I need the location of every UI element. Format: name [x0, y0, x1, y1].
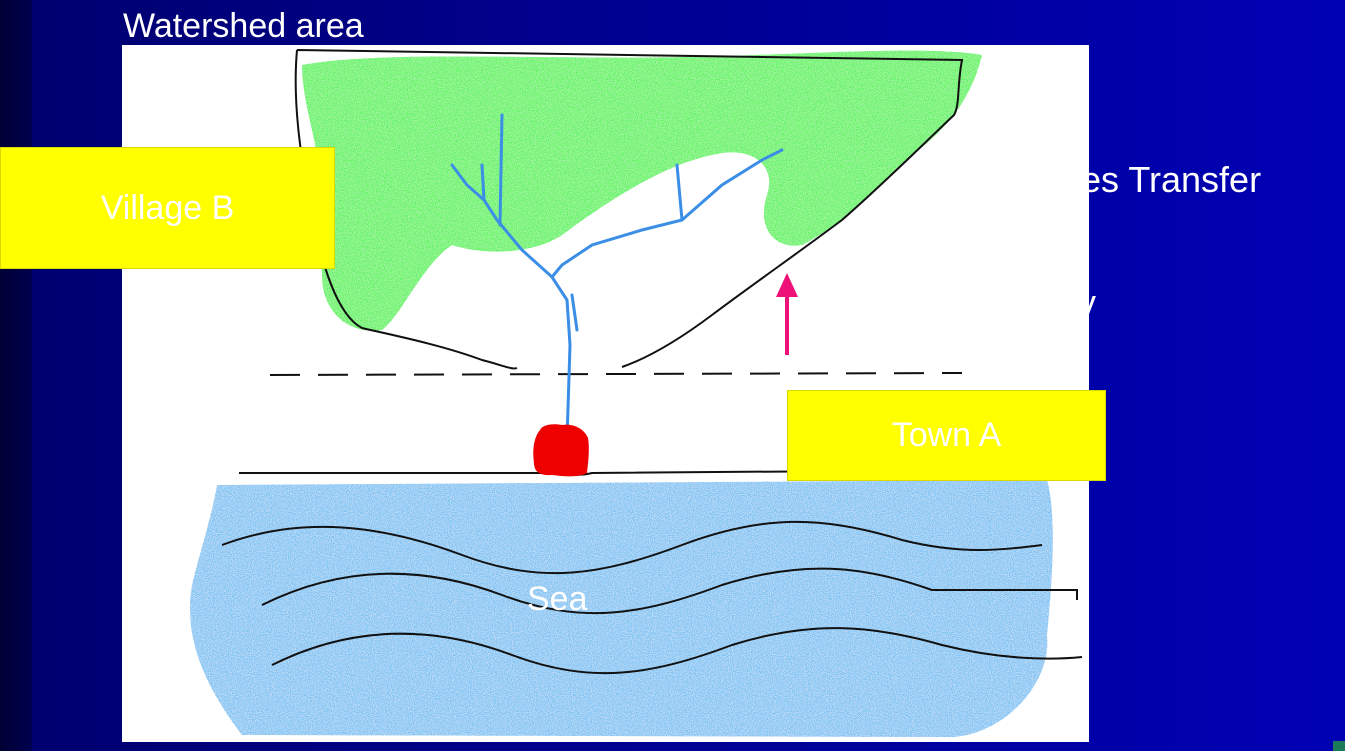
sea-area: [190, 480, 1053, 737]
corner-mark: [1333, 741, 1345, 751]
sea-label: Sea: [527, 580, 588, 618]
town-marker: [533, 424, 589, 477]
sea-current-lines: [221, 520, 1083, 675]
forest-area: [302, 50, 982, 331]
dashed-divide-line: [269, 372, 963, 376]
watershed-diagram: [190, 49, 1083, 737]
arrow-icon: [776, 273, 798, 355]
diagram-panel: Sea: [122, 45, 1089, 742]
town-a-label: Town A: [787, 390, 1106, 481]
left-accent-bar: [0, 0, 32, 751]
river: [450, 113, 784, 442]
village-b-label: Village B: [0, 147, 335, 269]
slide-bullet-text-1: ces Transfer: [1063, 159, 1262, 200]
slide-title: Watershed area: [123, 7, 364, 45]
